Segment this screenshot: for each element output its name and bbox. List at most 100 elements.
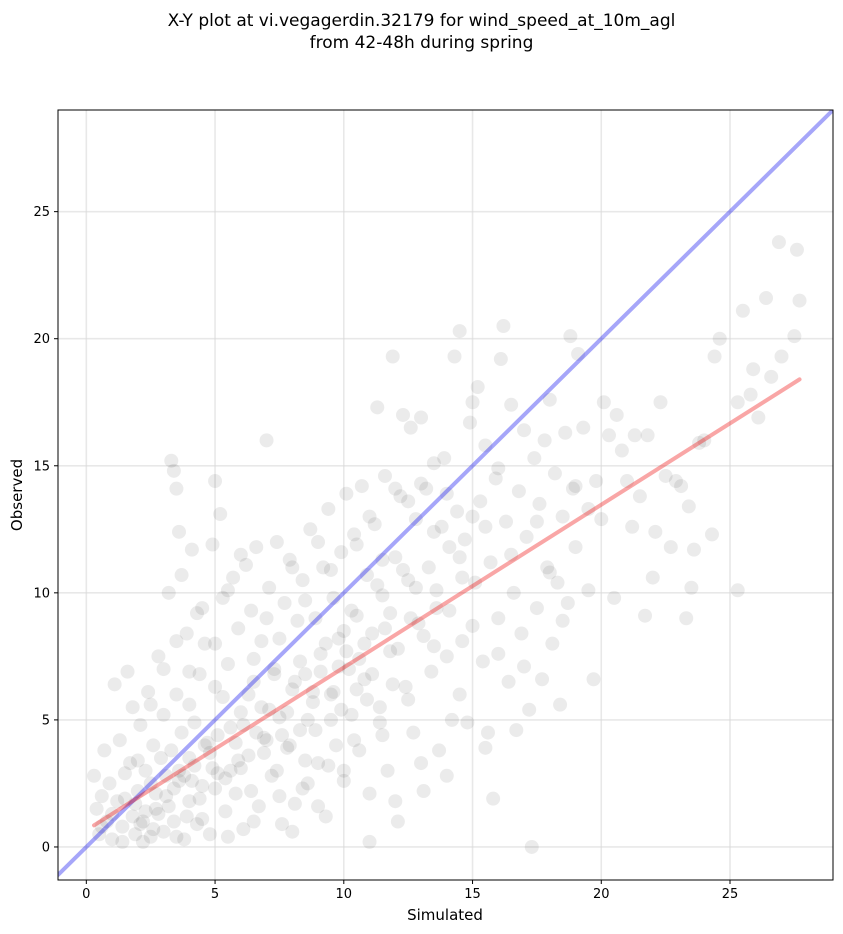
data-point [735, 303, 750, 318]
data-point [416, 629, 431, 644]
data-point [560, 596, 575, 611]
data-point [318, 809, 333, 824]
data-point [285, 682, 300, 697]
chart-title-line-2: from 42-48h during spring [309, 33, 534, 53]
data-point [159, 789, 174, 804]
data-point [455, 570, 470, 585]
data-point [220, 656, 235, 671]
data-point [130, 784, 145, 799]
data-point [218, 771, 233, 786]
data-point [246, 651, 261, 666]
x-tick-label: 10 [336, 887, 353, 902]
data-point [390, 641, 405, 656]
data-point [105, 806, 120, 821]
data-point [347, 733, 362, 748]
data-point [228, 786, 243, 801]
data-point [359, 692, 374, 707]
data-point [128, 827, 143, 842]
data-point [231, 621, 246, 636]
data-point [275, 728, 290, 743]
data-point [365, 626, 380, 641]
data-point [282, 738, 297, 753]
data-point [102, 776, 117, 791]
data-point [638, 608, 653, 623]
data-point [202, 827, 217, 842]
data-point [352, 651, 367, 666]
data-point [563, 329, 578, 344]
data-point [262, 702, 277, 717]
data-point [429, 583, 444, 598]
data-point [182, 751, 197, 766]
data-point [184, 773, 199, 788]
data-point [411, 616, 426, 631]
data-point [514, 626, 529, 641]
data-point [439, 649, 454, 664]
data-point [208, 781, 223, 796]
data-point [141, 684, 156, 699]
data-point [388, 794, 403, 809]
data-point [452, 687, 467, 702]
data-point [112, 733, 127, 748]
data-point [123, 756, 138, 771]
data-point [290, 613, 305, 628]
data-point [166, 463, 181, 478]
data-point [323, 687, 338, 702]
data-point [246, 674, 261, 689]
data-point [372, 715, 387, 730]
data-point [208, 679, 223, 694]
data-point [432, 743, 447, 758]
data-point [354, 479, 369, 494]
data-point [249, 725, 264, 740]
data-point [550, 575, 565, 590]
data-point [138, 804, 153, 819]
data-point [457, 532, 472, 547]
data-point [208, 636, 223, 651]
data-point [668, 474, 683, 489]
data-point [159, 768, 174, 783]
data-point [414, 476, 429, 491]
data-point [226, 570, 241, 585]
data-point [601, 428, 616, 443]
data-point [517, 659, 532, 674]
data-point [256, 745, 271, 760]
data-point [568, 540, 583, 555]
data-point [313, 664, 328, 679]
data-point [529, 514, 544, 529]
data-point [269, 763, 284, 778]
data-point [177, 832, 192, 847]
data-point [362, 786, 377, 801]
data-point [190, 817, 205, 832]
x-tick-label: 25 [722, 887, 739, 902]
data-point [179, 809, 194, 824]
data-point [375, 728, 390, 743]
data-point [182, 664, 197, 679]
data-point [517, 423, 532, 438]
data-point [576, 420, 591, 435]
data-point [254, 700, 269, 715]
data-point [375, 552, 390, 567]
data-point [195, 812, 210, 827]
chart-title: X-Y plot at vi.vegagerdin.32179 for wind… [0, 10, 843, 54]
data-point [535, 672, 550, 687]
data-point [267, 667, 282, 682]
data-point [385, 349, 400, 364]
data-point [341, 662, 356, 677]
data-point [316, 560, 331, 575]
data-point [334, 545, 349, 560]
data-point [764, 369, 779, 384]
data-point [396, 407, 411, 422]
data-point [205, 761, 220, 776]
trend-lines [58, 110, 833, 877]
data-point [298, 593, 313, 608]
data-point [614, 443, 629, 458]
data-point [323, 562, 338, 577]
data-point [509, 723, 524, 738]
data-point [473, 494, 488, 509]
data-point [359, 568, 374, 583]
data-point [311, 756, 326, 771]
data-point [362, 509, 377, 524]
data-point [94, 819, 109, 834]
data-point [172, 763, 187, 778]
data-point [499, 514, 514, 529]
x-tick-label: 20 [593, 887, 610, 902]
